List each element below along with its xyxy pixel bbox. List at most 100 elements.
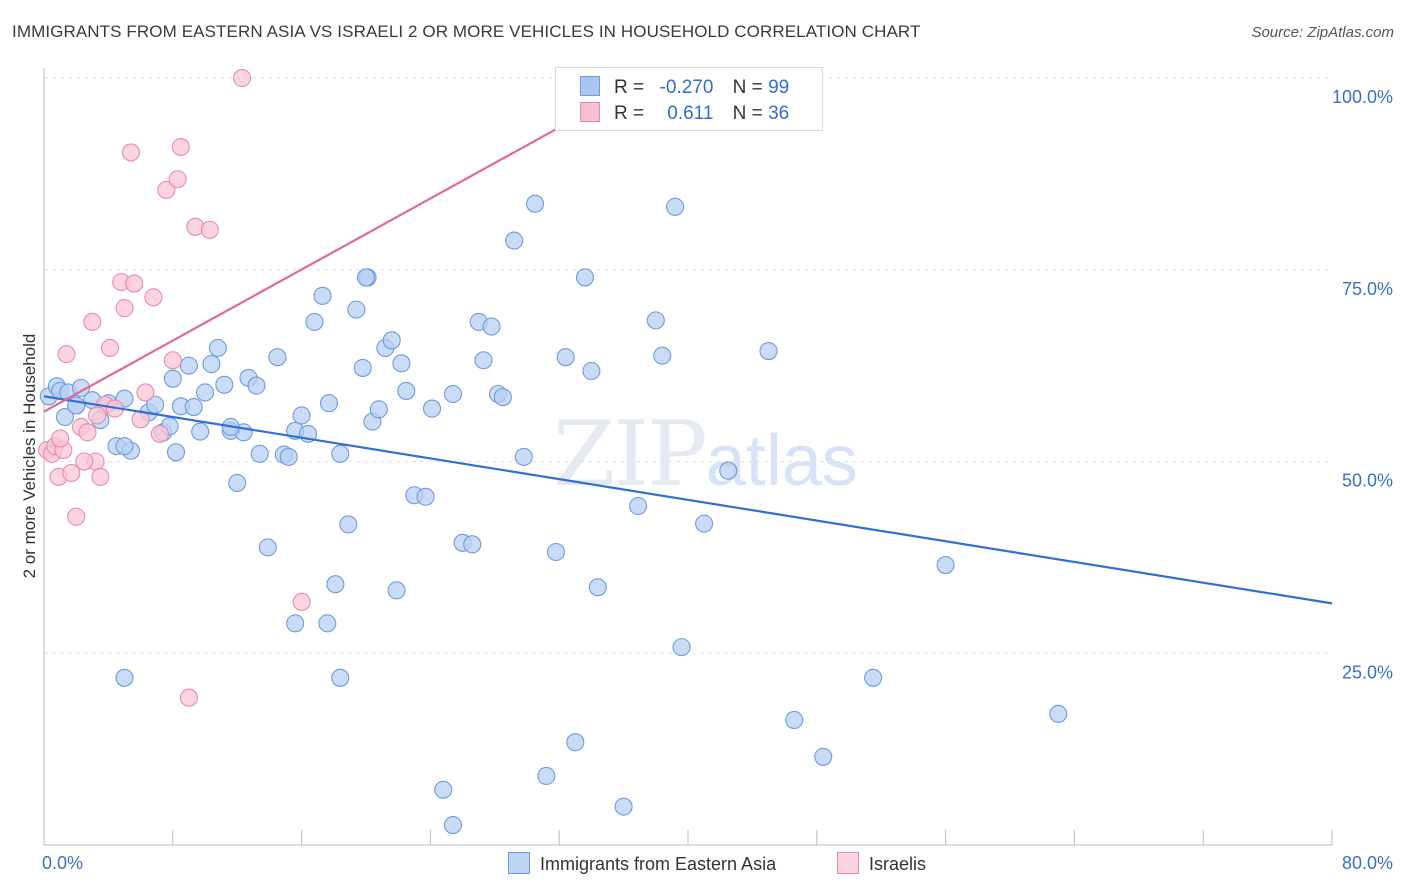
eastern-asia-point xyxy=(759,342,778,361)
y-tick-label: 75.0% xyxy=(1342,279,1393,299)
israelis-point xyxy=(75,452,94,471)
eastern-asia-point xyxy=(537,766,556,786)
eastern-asia-point xyxy=(195,383,215,402)
israelis-point xyxy=(150,424,169,443)
legend-item-eastern-asia: Immigrants from Eastern Asia xyxy=(508,852,776,875)
legend-r-value: -0.270 xyxy=(659,77,714,98)
israelis-point xyxy=(136,383,155,402)
israelis-point xyxy=(157,180,176,200)
eastern-asia-point xyxy=(319,394,339,413)
eastern-asia-point xyxy=(286,614,305,633)
eastern-asia-point xyxy=(215,375,234,394)
legend-n-value: 36 xyxy=(768,103,790,124)
eastern-asia-point xyxy=(339,515,358,534)
eastern-asia-point xyxy=(392,354,411,373)
eastern-asia-point xyxy=(208,338,227,358)
eastern-asia-point xyxy=(247,376,266,395)
israelis-point xyxy=(67,507,86,526)
legend-n-label: N = xyxy=(732,77,763,98)
eastern-asia-point xyxy=(258,538,277,557)
eastern-asia-point xyxy=(268,348,287,367)
x-min-label: 0.0% xyxy=(42,853,83,873)
eastern-asia-point xyxy=(347,300,366,319)
legend-r-value: 0.611 xyxy=(667,103,714,124)
eastern-asia-point xyxy=(228,473,247,493)
eastern-asia-point xyxy=(163,369,182,388)
israelis-point xyxy=(57,345,76,364)
eastern-asia-point xyxy=(250,444,269,463)
eastern-asia-point xyxy=(514,447,533,466)
israelis-point xyxy=(125,274,144,293)
trend-lines xyxy=(43,73,1333,605)
eastern-asia-point xyxy=(443,384,462,404)
eastern-asia-point xyxy=(422,399,442,418)
eastern-asia-point xyxy=(695,514,714,533)
source-credit: Source: ZipAtlas.com xyxy=(1251,24,1394,41)
legend-r-label: R = xyxy=(614,77,645,98)
eastern-asia-point xyxy=(179,356,198,375)
israelis-point xyxy=(292,592,311,611)
y-tick-labels: 100.0% 75.0% 50.0% 25.0% xyxy=(1332,87,1393,682)
legend-swatch-blue xyxy=(580,76,600,96)
legend-label-eastern-asia: Immigrants from Eastern Asia xyxy=(540,854,777,874)
eastern-asia-point xyxy=(575,268,595,287)
legend-swatch-eastern-asia xyxy=(508,852,530,874)
israelis-point xyxy=(62,463,81,483)
eastern-asia-point xyxy=(666,197,685,216)
legend-swatch-pink xyxy=(580,102,600,122)
eastern-asia-point xyxy=(864,668,883,687)
eastern-asia-point xyxy=(191,422,210,441)
correlation-legend: R = -0.270 N = 99 R = 0.611 N = 36 xyxy=(555,67,823,131)
series-eastern-asia-points xyxy=(39,194,1068,835)
israelis-point xyxy=(121,143,140,162)
eastern-asia-point xyxy=(434,780,453,799)
eastern-asia-point xyxy=(387,581,406,600)
eastern-asia-point xyxy=(814,747,833,766)
eastern-asia-point xyxy=(463,535,482,554)
eastern-asia-point xyxy=(369,400,388,419)
eastern-asia-point xyxy=(115,668,134,687)
legend-n-value: 99 xyxy=(768,77,790,98)
israelis-point xyxy=(179,688,198,707)
eastern-asia-point xyxy=(55,407,74,427)
y-tick-label: 50.0% xyxy=(1342,471,1393,491)
israelis-point xyxy=(115,299,134,318)
israelis-point xyxy=(88,406,107,425)
eastern-asia-point xyxy=(556,348,575,367)
axes xyxy=(43,68,1332,846)
eastern-asia-point xyxy=(582,361,601,381)
eastern-asia-point xyxy=(184,397,203,417)
eastern-asia-point xyxy=(331,668,350,687)
y-tick-label: 25.0% xyxy=(1342,662,1393,682)
israelis-point xyxy=(168,170,187,189)
eastern-asia-point xyxy=(525,194,545,213)
legend-r-label: R = xyxy=(614,103,645,124)
eastern-asia-point xyxy=(785,710,804,730)
eastern-asia-point xyxy=(397,381,416,400)
eastern-asia-point xyxy=(646,311,665,330)
israelis-point xyxy=(163,351,182,370)
eastern-asia-point xyxy=(279,447,298,466)
eastern-asia-point xyxy=(629,496,648,516)
israelis-point xyxy=(100,338,120,358)
eastern-asia-point xyxy=(313,286,332,305)
israelis-point xyxy=(83,312,102,331)
eastern-asia-point xyxy=(474,351,493,370)
eastern-asia-point xyxy=(672,638,691,657)
y-tick-label: 100.0% xyxy=(1332,87,1393,107)
eastern-asia-point xyxy=(493,388,512,407)
eastern-asia-point xyxy=(115,437,134,456)
legend-item-israelis: Israelis xyxy=(837,852,926,875)
eastern-asia-point xyxy=(1049,704,1068,723)
x-ticks xyxy=(43,830,1333,845)
legend-row-israelis: R = 0.611 N = 36 xyxy=(580,102,789,126)
series-legend: Immigrants from Eastern Asia Israelis xyxy=(0,852,1406,878)
eastern-asia-point xyxy=(566,733,585,752)
eastern-asia-point xyxy=(326,575,345,594)
eastern-asia-point xyxy=(318,614,337,633)
eastern-asia-point xyxy=(292,406,311,425)
eastern-asia-point xyxy=(166,443,186,462)
israelis-point xyxy=(144,288,163,307)
legend-swatch-israelis xyxy=(837,852,859,874)
legend-row-eastern-asia: R = -0.270 N = 99 xyxy=(580,76,789,100)
